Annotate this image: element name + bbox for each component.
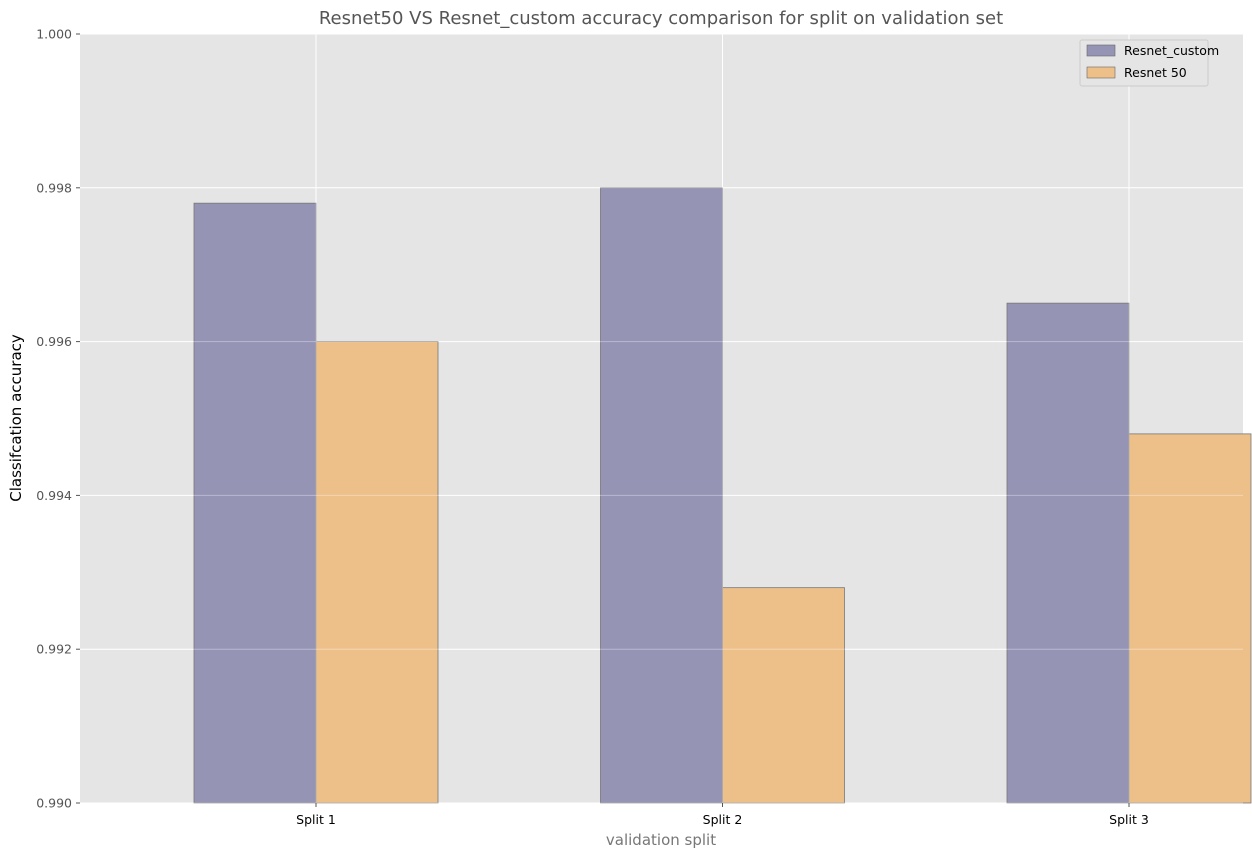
x-axis-ticks: Split 1 Split 2 Split 3 (296, 803, 1149, 827)
bar-resnet-50-split-1 (315, 341, 439, 804)
legend-swatch-resnet-50 (1086, 66, 1116, 79)
x-tick-label: Split 3 (1109, 812, 1149, 827)
x-tick-label: Split 1 (296, 812, 336, 827)
legend-swatch-resnet-custom (1086, 44, 1116, 57)
bar-resnet-50-split-2 (722, 587, 845, 804)
y-tick-label: 0.998 (36, 180, 72, 195)
legend: Resnet_custom Resnet 50 (1079, 39, 1219, 87)
chart-title: Resnet50 VS Resnet_custom accuracy compa… (319, 8, 1003, 29)
bar-resnet-custom-split-3 (1006, 302, 1130, 804)
y-tick-label: 0.996 (36, 334, 72, 349)
x-tick-label: Split 2 (703, 812, 743, 827)
bar-resnet-custom-split-1 (193, 202, 317, 804)
y-axis-ticks: 0.990 0.992 0.994 0.996 0.998 1.000 (36, 27, 80, 811)
y-tick-label: 0.990 (36, 796, 72, 811)
legend-label-resnet-50: Resnet 50 (1124, 65, 1187, 80)
x-axis-label: validation split (606, 831, 716, 849)
y-tick-label: 1.000 (36, 27, 72, 42)
y-axis-label: Classifcation accuracy (7, 334, 25, 502)
bar-resnet-50-split-3 (1128, 433, 1252, 804)
y-tick-label: 0.994 (36, 488, 72, 503)
bar-resnet-custom-split-2 (600, 187, 723, 804)
bars-group (80, 33, 1252, 804)
y-tick-label: 0.992 (36, 642, 72, 657)
legend-label-resnet-custom: Resnet_custom (1124, 43, 1219, 58)
